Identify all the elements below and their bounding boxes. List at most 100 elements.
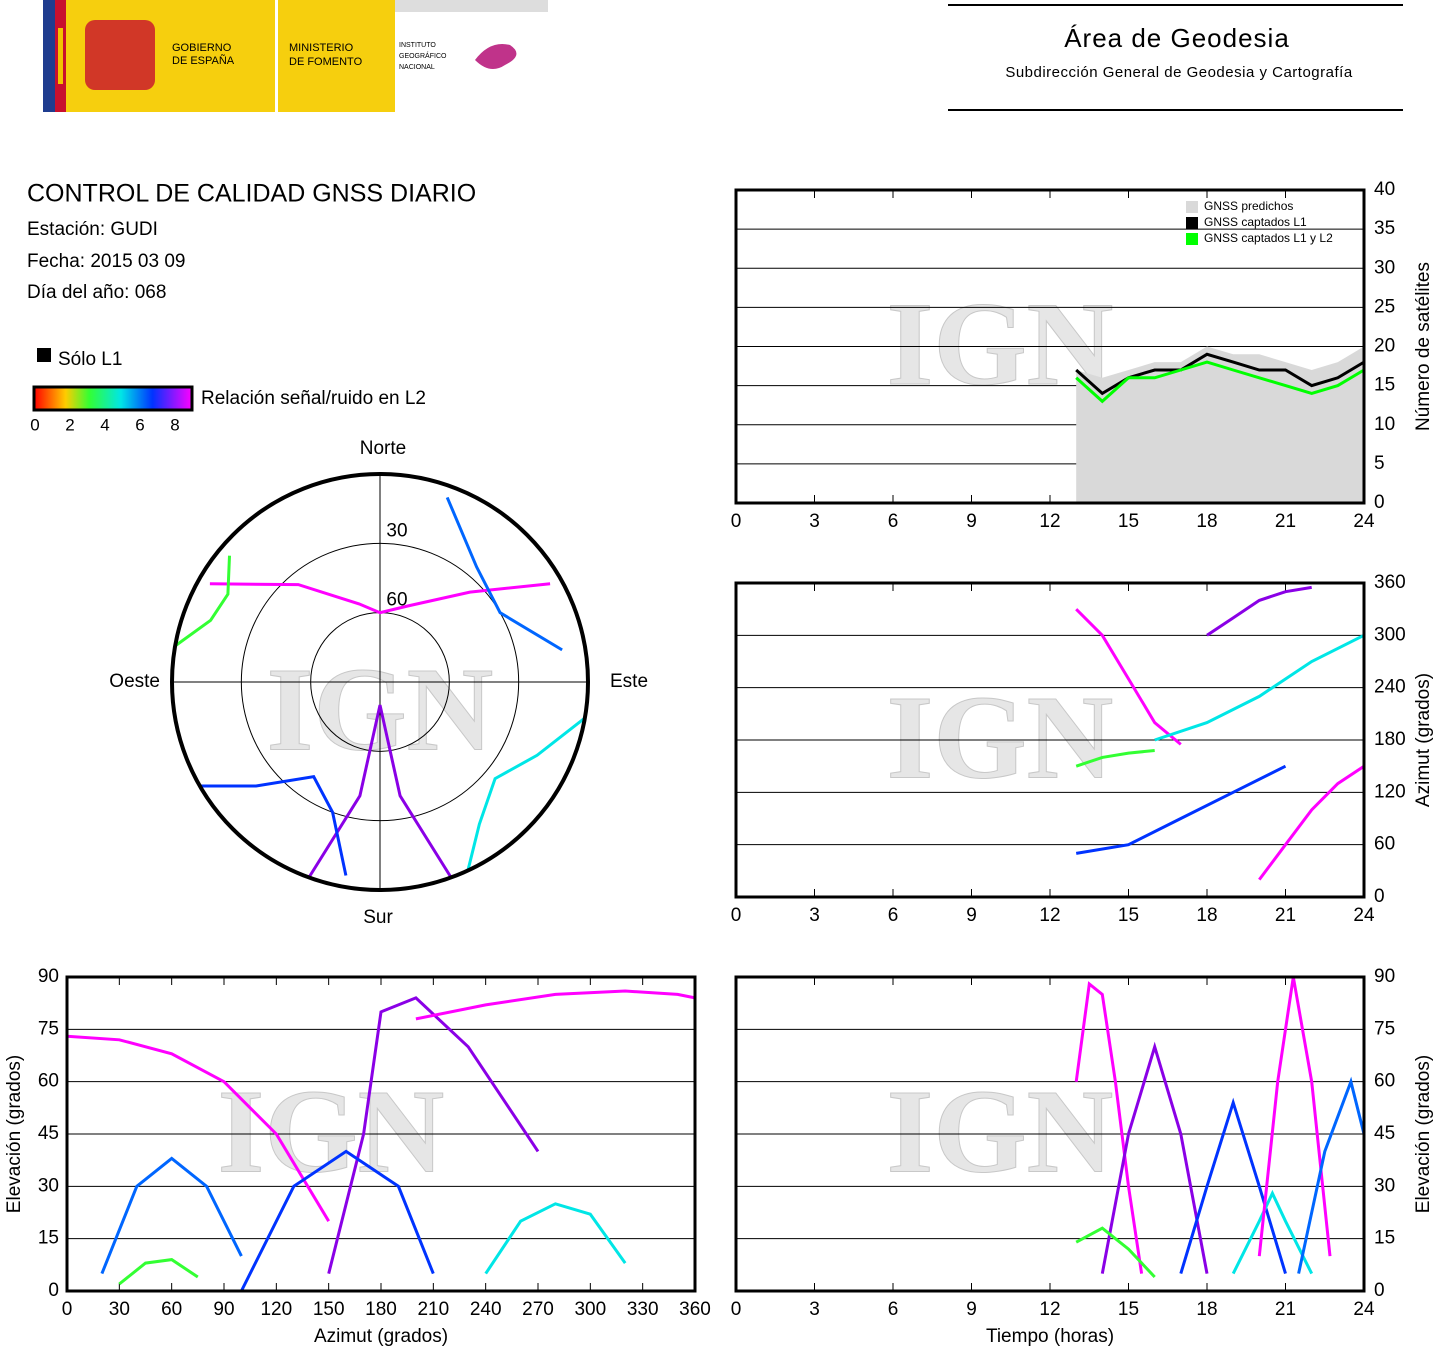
- legend-label: GNSS captados L1 y L2: [1204, 231, 1333, 245]
- y-tick-label: 30: [1374, 1175, 1395, 1196]
- header-logos: GOBIERNO DE ESPAÑA MINISTERIO DE FOMENTO…: [43, 0, 548, 112]
- colorbar-label: Relación señal/ruido en L2: [201, 388, 426, 409]
- x-tick-label: 180: [365, 1299, 397, 1320]
- ring-label: 60: [386, 590, 407, 611]
- x-tick-label: 300: [574, 1299, 606, 1320]
- y-tick-label: 20: [1374, 336, 1395, 357]
- direction-label: Oeste: [109, 671, 160, 692]
- plot-frame: [734, 975, 1366, 1293]
- x-tick-label: 9: [966, 905, 977, 926]
- x-tick-label: 15: [1118, 511, 1139, 532]
- horizon: [170, 472, 590, 892]
- institute-text: NACIONAL: [399, 64, 435, 71]
- x-tick-label: 3: [809, 511, 820, 532]
- x-tick-label: 0: [62, 1299, 73, 1320]
- header-subtitle: Subdirección General de Geodesia y Carto…: [1005, 64, 1353, 81]
- track: [445, 496, 563, 652]
- coat-of-arms: [85, 20, 155, 90]
- y-tick-label: 15: [1374, 1228, 1395, 1249]
- x-tick-label: 24: [1353, 1299, 1375, 1320]
- y-tick-label: 0: [1374, 492, 1385, 513]
- x-tick-label: 360: [679, 1299, 711, 1320]
- x-tick-label: 9: [966, 511, 977, 532]
- x-tick-label: 0: [731, 905, 742, 926]
- watermark: IGN: [218, 1065, 445, 1198]
- y-tick-label: 15: [1374, 375, 1395, 396]
- x-tick-label: 270: [522, 1299, 554, 1320]
- direction-label: Sur: [363, 907, 393, 928]
- x-tick-label: 12: [1039, 1299, 1060, 1320]
- colorbar-tick: 0: [30, 415, 39, 434]
- area: [1076, 346, 1364, 503]
- direction-label: Norte: [360, 438, 406, 459]
- report-title: CONTROL DE CALIDAD GNSS DIARIO: [27, 180, 476, 208]
- ministry-text: DE FOMENTO: [289, 56, 363, 68]
- line: [1075, 749, 1155, 768]
- colorbar-tick: 2: [65, 415, 74, 434]
- line: [100, 1156, 243, 1275]
- x-tick-label: 21: [1275, 905, 1296, 926]
- y-tick-label: 25: [1374, 296, 1395, 317]
- x-tick-label: 15: [1118, 905, 1139, 926]
- watermark: IGN: [887, 277, 1114, 410]
- legend-swatch: [1186, 233, 1198, 245]
- line: [1075, 1226, 1156, 1279]
- y-tick-label: 90: [1374, 966, 1395, 987]
- x-tick-label: 3: [809, 905, 820, 926]
- x-axis-label: Tiempo (horas): [986, 1326, 1114, 1347]
- y-tick-label: 60: [1374, 834, 1395, 855]
- y-axis-label: Elevación (grados): [1413, 1055, 1434, 1213]
- gov-text: DE ESPAÑA: [172, 54, 235, 67]
- gov-text: GOBIERNO: [172, 42, 232, 54]
- line: [1074, 981, 1144, 1274]
- line: [484, 1202, 627, 1275]
- y-tick-label: 35: [1374, 218, 1395, 239]
- line: [240, 1149, 435, 1292]
- y-tick-label: 120: [1374, 781, 1406, 802]
- x-tick-label: 30: [109, 1299, 130, 1320]
- legend-swatch: [1186, 217, 1198, 229]
- x-tick-label: 18: [1196, 511, 1217, 532]
- y-axis-label: Azimut (grados): [1413, 673, 1434, 807]
- y-tick-label: 360: [1374, 572, 1406, 593]
- x-tick-label: 210: [417, 1299, 449, 1320]
- x-tick-label: 6: [888, 1299, 899, 1320]
- y-tick-label: 10: [1374, 414, 1395, 435]
- line: [415, 989, 696, 1021]
- ministry-text: MINISTERIO: [289, 42, 354, 54]
- y-tick-label: 60: [1374, 1071, 1395, 1092]
- plot-frame: [65, 975, 697, 1293]
- track: [466, 716, 586, 871]
- x-tick-label: 6: [888, 905, 899, 926]
- x-tick-label: 6: [888, 511, 899, 532]
- plot-frame: [734, 581, 1366, 899]
- x-tick-label: 24: [1353, 905, 1375, 926]
- ring-label: 30: [386, 520, 407, 541]
- y-tick-label: 180: [1374, 729, 1406, 750]
- colorbar-tick: 8: [170, 415, 179, 434]
- line: [1206, 585, 1312, 637]
- eu-strip: [43, 0, 55, 112]
- line: [1075, 608, 1182, 746]
- line: [1297, 1076, 1366, 1274]
- x-tick-label: 24: [1353, 511, 1375, 532]
- y-tick-label: 0: [48, 1280, 59, 1301]
- x-axis-label: Azimut (grados): [314, 1326, 448, 1347]
- y-axis-label: Elevación (grados): [4, 1055, 25, 1213]
- line: [327, 996, 540, 1274]
- colorbar-tick: 6: [135, 415, 144, 434]
- line: [1179, 1097, 1287, 1275]
- x-tick-label: 0: [731, 1299, 742, 1320]
- y-tick-label: 45: [38, 1123, 59, 1144]
- ring: [240, 542, 520, 822]
- x-tick-label: 60: [161, 1299, 182, 1320]
- y-tick-label: 45: [1374, 1123, 1395, 1144]
- x-tick-label: 9: [966, 1299, 977, 1320]
- x-tick-label: 15: [1118, 1299, 1139, 1320]
- y-tick-label: 240: [1374, 677, 1406, 698]
- institute-text: GEOGRÁFICO: [399, 51, 447, 60]
- y-tick-label: 90: [38, 966, 59, 987]
- y-tick-label: 30: [38, 1175, 59, 1196]
- station: Estación: GUDI: [27, 219, 158, 240]
